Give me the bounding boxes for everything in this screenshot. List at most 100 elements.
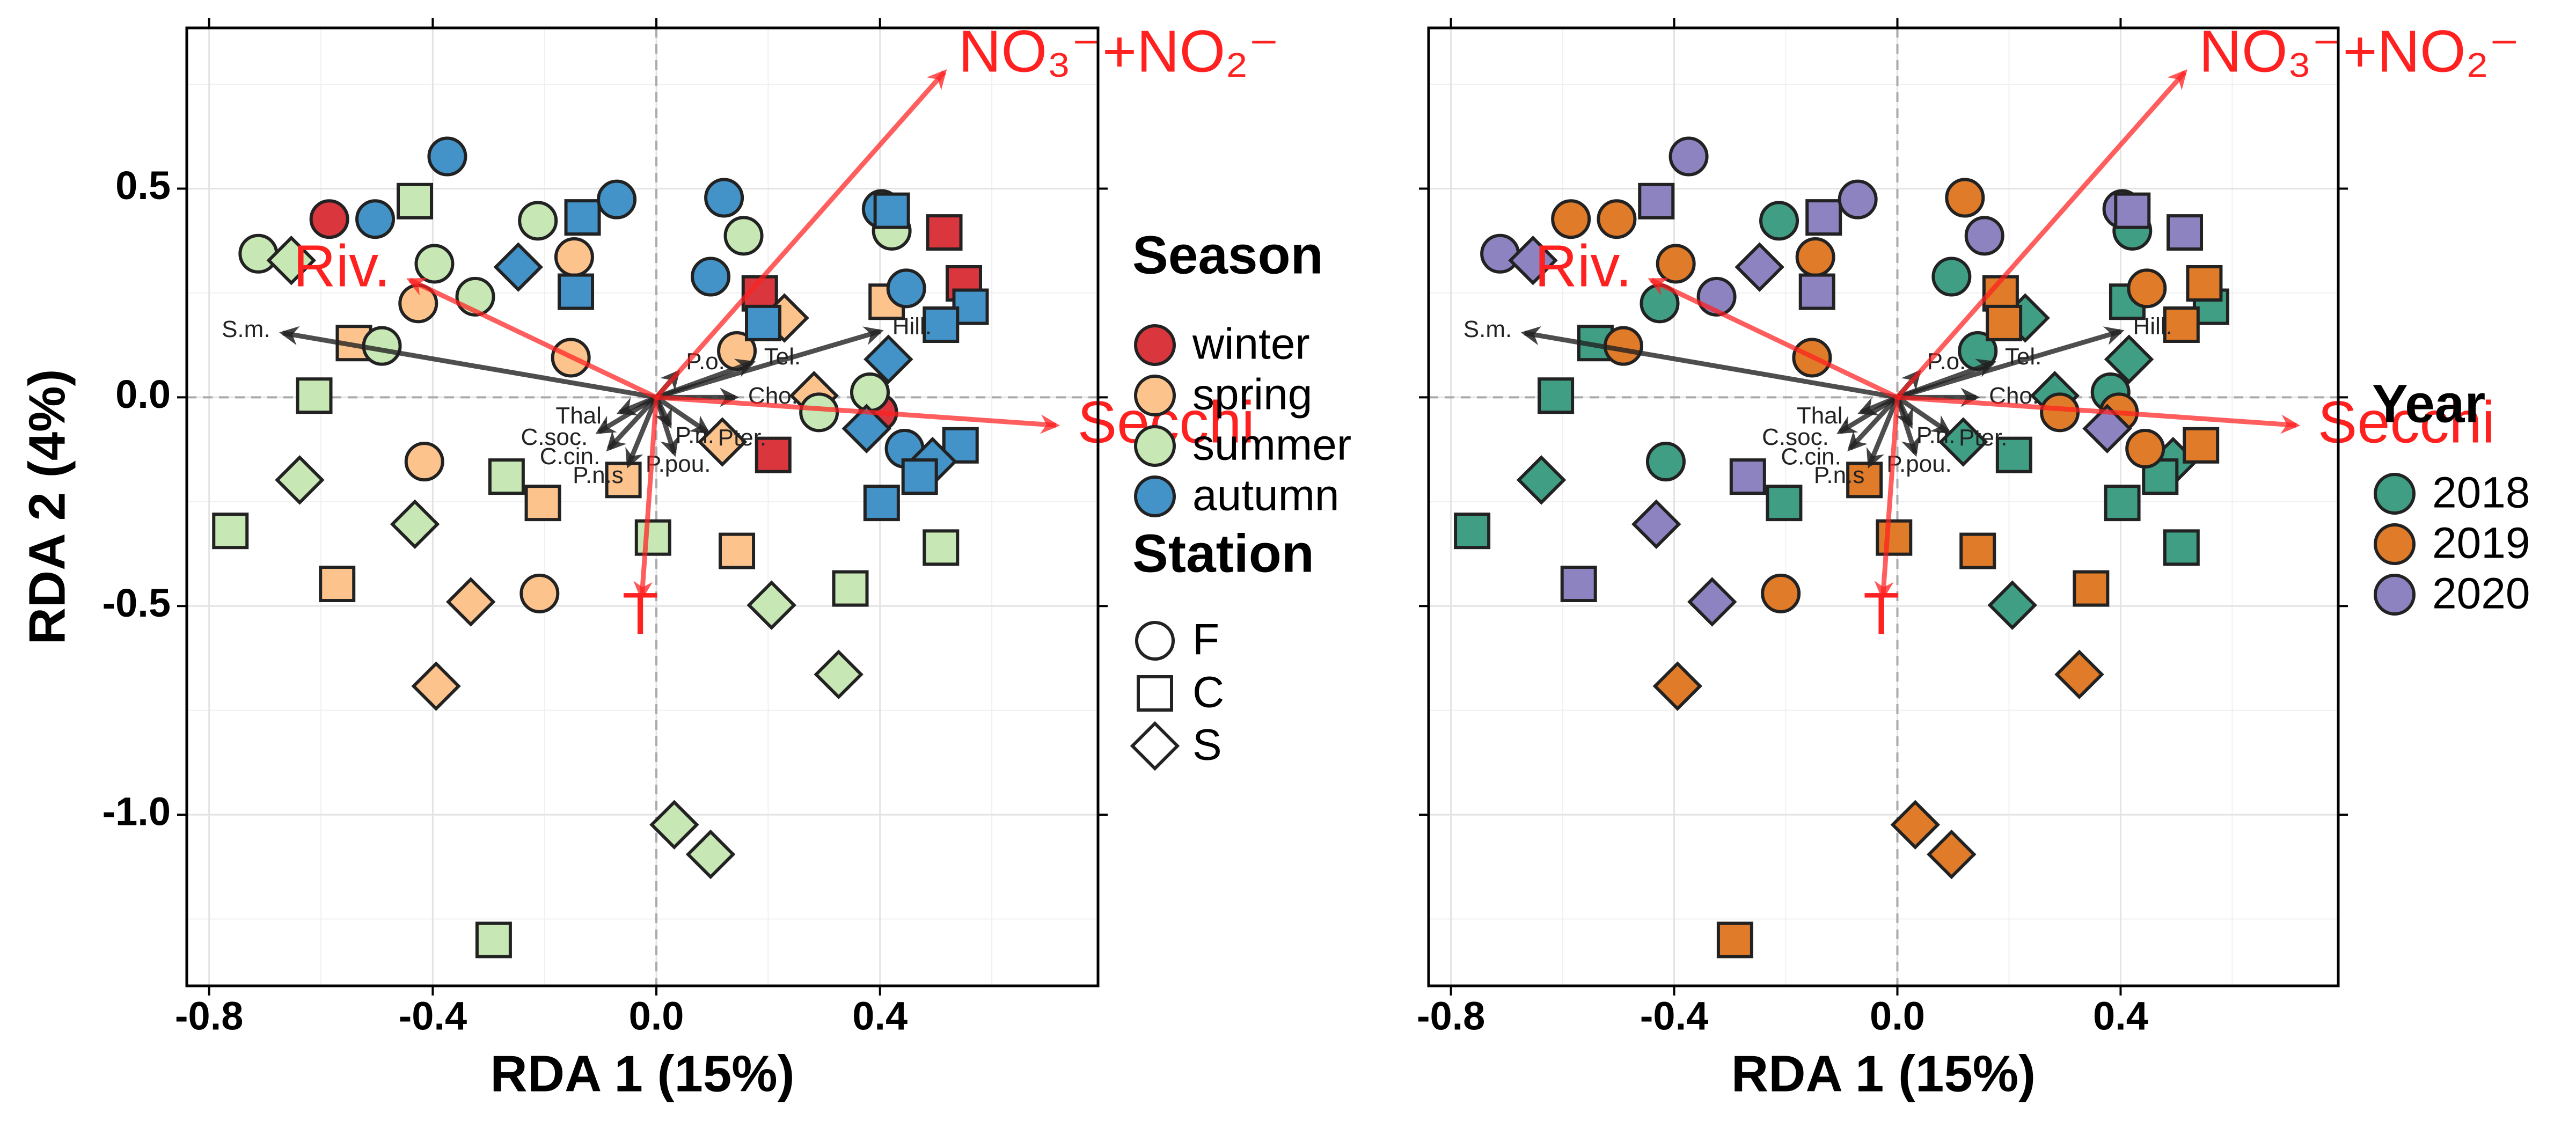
point <box>1945 178 1985 218</box>
point <box>2163 529 2200 566</box>
y-tick-label: -0.5 <box>102 581 171 625</box>
species-arrow <box>654 396 672 429</box>
point <box>1551 199 1591 239</box>
point <box>1938 417 1988 467</box>
point <box>719 532 756 569</box>
species-arrow-label: S.m. <box>222 316 270 342</box>
point <box>747 580 796 630</box>
species-arrow-label: Hill. <box>2133 313 2172 339</box>
species-arrow-label: Hill. <box>892 313 932 339</box>
point <box>266 235 317 286</box>
y-tick-label: 0.0 <box>115 372 171 416</box>
point <box>926 214 963 251</box>
point <box>597 179 637 219</box>
legend-title: Station <box>1132 523 1314 583</box>
y-tick-label: -1.0 <box>102 789 171 834</box>
point <box>901 458 938 495</box>
env-arrow <box>1648 277 1899 400</box>
plot-frame <box>185 26 1100 987</box>
point <box>2104 485 2141 522</box>
species-arrow <box>606 396 658 452</box>
point <box>2073 570 2110 607</box>
species-arrow-label: Tel. <box>764 343 801 370</box>
point <box>745 304 782 341</box>
env-arrow-label: NO₃⁻+NO₂⁻ <box>958 19 1279 85</box>
point <box>952 288 989 325</box>
legend-label: 2018 <box>2432 469 2530 517</box>
x-tick-label: -0.4 <box>1640 994 1709 1038</box>
point <box>1846 462 1883 499</box>
point <box>238 233 279 274</box>
point <box>923 306 960 343</box>
point <box>685 829 736 880</box>
point <box>2054 649 2104 700</box>
species-arrow-label: P.pou. <box>1886 451 1952 477</box>
species-arrow-label: C.cin. <box>540 443 600 470</box>
legend-label: 2020 <box>2432 569 2530 618</box>
env-arrow <box>1897 394 2301 434</box>
env-arrow-label: NO₃⁻+NO₂⁻ <box>2199 19 2520 85</box>
legend-label: 2019 <box>2432 519 2530 568</box>
species-arrow-label: P.n. <box>675 422 714 449</box>
point <box>319 566 356 602</box>
species-arrow <box>1896 358 1997 400</box>
point <box>1987 580 2037 630</box>
point <box>554 237 594 277</box>
point <box>886 268 926 309</box>
point <box>488 458 525 495</box>
env-arrow-label: Riv. <box>293 233 390 299</box>
point <box>1964 216 2004 256</box>
point <box>1759 201 1799 241</box>
species-arrow-label: P.pou. <box>646 451 711 477</box>
point <box>755 436 792 473</box>
legend-swatch <box>2374 523 2416 565</box>
point <box>1766 485 1803 522</box>
point <box>1805 199 1842 236</box>
legend-swatch <box>1134 324 1176 366</box>
env-arrow <box>654 69 947 399</box>
point <box>414 244 455 284</box>
point <box>814 649 863 700</box>
point <box>2186 265 2223 302</box>
x-tick-label: -0.8 <box>175 994 244 1038</box>
point <box>1560 566 1597 602</box>
point <box>799 392 839 433</box>
point <box>841 404 891 453</box>
point <box>493 242 543 292</box>
point <box>1538 377 1575 414</box>
point <box>212 513 249 550</box>
x-tick-label: 0.4 <box>852 994 908 1038</box>
point <box>704 178 744 218</box>
legend-label: S <box>1192 721 1222 770</box>
point <box>2114 192 2151 229</box>
env-arrow <box>1896 69 2187 399</box>
legend-swatch <box>1134 475 1176 517</box>
legend-swatch <box>2374 574 2416 616</box>
env-arrow-label: T <box>1863 581 1899 647</box>
point <box>1687 577 1737 627</box>
point <box>1516 455 1567 505</box>
point <box>1480 233 1520 274</box>
legend-label: spring <box>1192 370 1312 419</box>
point <box>1668 136 1709 177</box>
point <box>2104 334 2154 384</box>
point <box>850 372 890 412</box>
species-arrow <box>1520 326 1898 400</box>
point <box>634 519 671 556</box>
y-tick-label: 0.5 <box>115 163 171 208</box>
point <box>397 182 434 219</box>
point <box>558 273 595 310</box>
species-arrow <box>279 326 657 400</box>
point <box>296 377 333 414</box>
species-arrow-label: Pter. <box>718 425 767 451</box>
env-arrow <box>1874 397 1900 601</box>
legend-title: Year <box>2372 374 2485 434</box>
point <box>1959 532 1996 569</box>
point <box>873 192 910 229</box>
species-arrow-label: P.n.s <box>1814 462 1865 488</box>
species-arrow-label: P.n.s <box>573 462 624 488</box>
y-axis-title: RDA 2 (4%) <box>18 369 76 645</box>
plot-frame <box>1427 26 2340 987</box>
legend-label: winter <box>1192 320 1310 369</box>
species-arrow-label: C.cin. <box>1781 443 1841 470</box>
